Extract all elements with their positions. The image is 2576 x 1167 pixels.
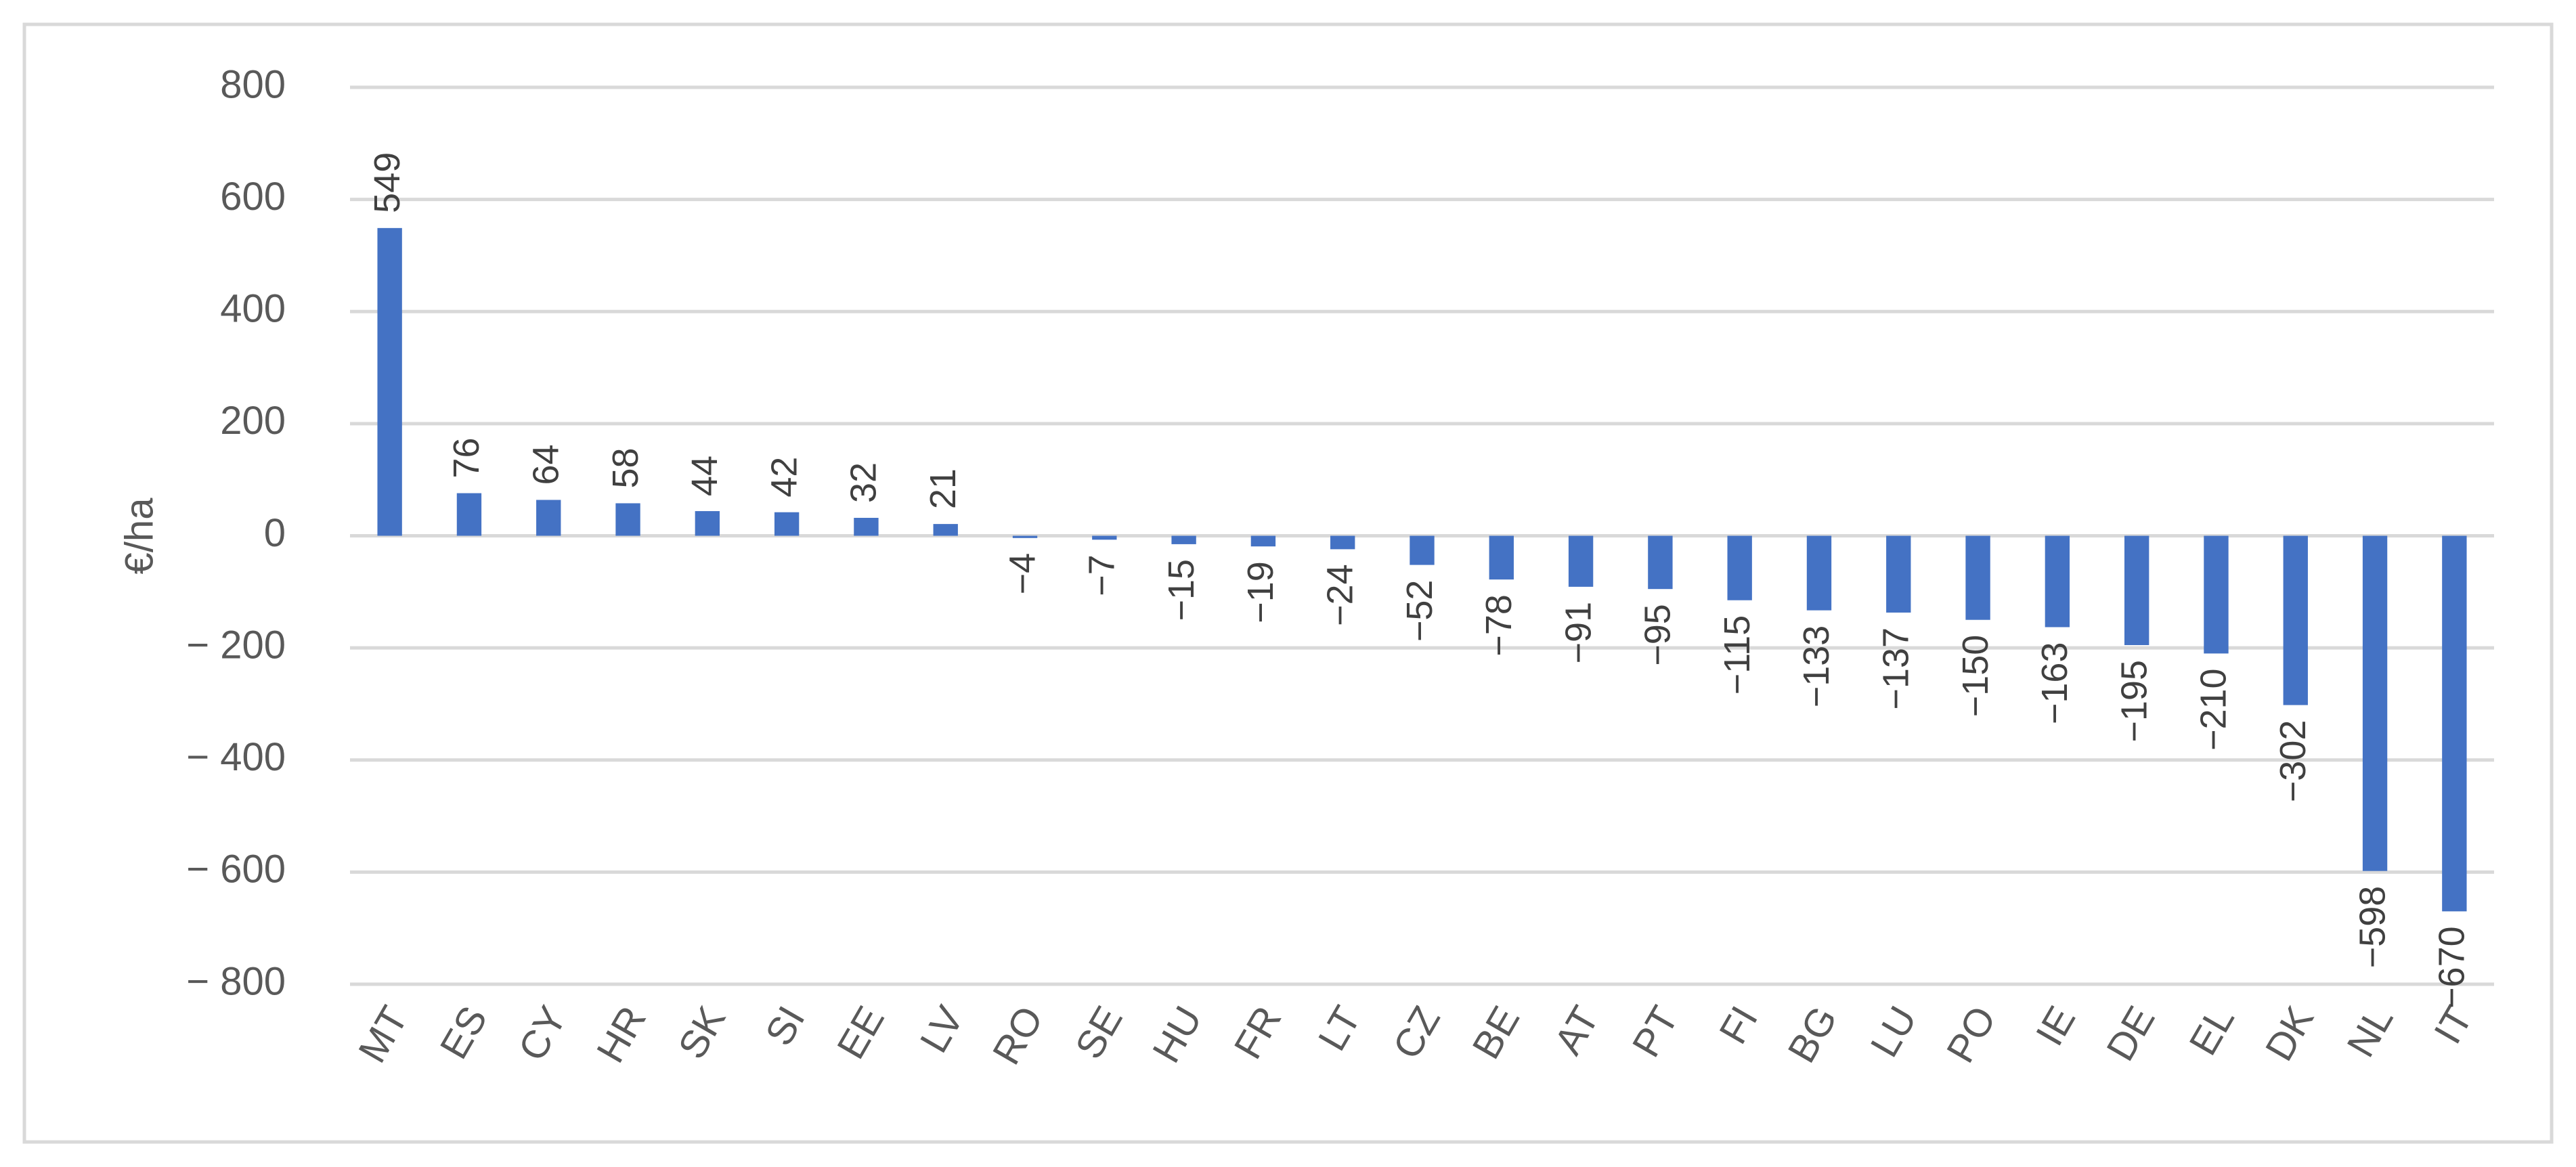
bar [1410, 535, 1435, 565]
value-label: −163 [2034, 642, 2075, 724]
y-tick-label: − 400 [186, 735, 286, 779]
bar [774, 512, 800, 536]
value-label: −137 [1876, 627, 1917, 710]
y-tick-label: − 600 [186, 847, 286, 891]
value-label: −15 [1161, 559, 1202, 621]
bar [1886, 535, 1911, 613]
value-label: −133 [1796, 625, 1837, 708]
value-label: −210 [2193, 668, 2234, 751]
value-label: 21 [923, 468, 963, 509]
bar [1092, 535, 1117, 540]
y-tick-label: 800 [220, 62, 286, 106]
value-label: −150 [1955, 635, 1996, 718]
y-axis-label: €/ha [117, 498, 161, 575]
value-label: −78 [1479, 594, 1519, 657]
bar [1012, 535, 1038, 538]
bar [1965, 535, 1990, 620]
value-label: 58 [605, 447, 646, 488]
bar [1250, 535, 1276, 547]
value-label: −195 [2114, 660, 2154, 743]
value-label: −91 [1558, 602, 1598, 664]
bar [2283, 535, 2308, 705]
y-tick-label: 600 [220, 175, 286, 219]
value-label: −19 [1240, 561, 1281, 623]
y-tick-label: − 800 [186, 959, 286, 1003]
value-label: 549 [367, 152, 408, 213]
value-label: 44 [684, 456, 725, 496]
value-label: 42 [764, 457, 804, 498]
bar [1727, 535, 1752, 600]
value-label: −24 [1319, 564, 1360, 626]
value-label: −7 [1082, 554, 1122, 596]
bar [2124, 535, 2149, 645]
bar [456, 493, 482, 536]
bar [1489, 535, 1514, 580]
bar [854, 518, 879, 536]
bar [2442, 535, 2467, 912]
value-label: 64 [526, 444, 567, 485]
bar [1330, 535, 1355, 550]
bar [695, 511, 720, 536]
bar [536, 500, 561, 536]
value-label: −4 [1002, 553, 1043, 595]
bar [2204, 535, 2229, 654]
value-label: −598 [2352, 886, 2393, 969]
value-label: −115 [1717, 615, 1758, 695]
value-label: −52 [1399, 580, 1440, 642]
bar [1171, 535, 1196, 544]
bar [1806, 535, 1832, 611]
bar [2362, 535, 2388, 871]
bar [2045, 535, 2070, 627]
bar [933, 524, 958, 536]
bar [377, 227, 402, 536]
value-label: 76 [446, 437, 487, 478]
value-label: −670 [2432, 926, 2472, 1009]
bar [1648, 535, 1673, 590]
y-tick-label: − 200 [186, 623, 286, 667]
value-label: −95 [1638, 604, 1678, 666]
y-tick-label: 400 [220, 287, 286, 331]
bar [1568, 535, 1594, 587]
value-label: 32 [844, 462, 884, 503]
bar [615, 503, 640, 536]
value-label: −302 [2273, 720, 2313, 803]
y-tick-label: 200 [220, 399, 286, 443]
y-tick-label: 0 [264, 511, 286, 555]
